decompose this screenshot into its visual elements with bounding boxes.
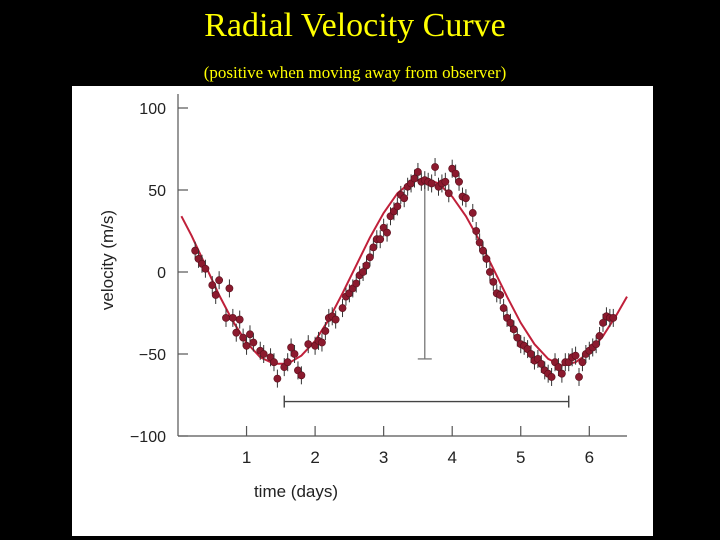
- data-point: [482, 254, 491, 263]
- data-point: [479, 246, 487, 255]
- data-point: [393, 202, 402, 211]
- data-point: [557, 369, 566, 378]
- data-point: [369, 243, 378, 252]
- x-tick-label: 5: [516, 448, 525, 467]
- data-point: [225, 284, 234, 293]
- data-point: [462, 194, 470, 203]
- data-point: [599, 318, 607, 327]
- data-point: [592, 340, 601, 349]
- data-point: [239, 333, 248, 342]
- data-point: [242, 341, 251, 350]
- data-point: [499, 304, 508, 312]
- data-point: [321, 327, 330, 335]
- data-point: [273, 374, 282, 383]
- y-tick-label: −50: [139, 347, 166, 364]
- data-point: [362, 261, 371, 270]
- y-tick-label: −100: [130, 429, 166, 446]
- x-tick-label: 6: [585, 448, 594, 467]
- data-point: [228, 314, 237, 322]
- x-tick-label: 1: [242, 448, 251, 467]
- data-point: [338, 304, 347, 312]
- data-point: [595, 332, 604, 340]
- data-point: [259, 350, 268, 358]
- data-point: [527, 350, 535, 358]
- radial-velocity-chart: 100 50 0 −50 −100 1 2 3 4 5 6 time (days) velocity (…: [98, 94, 628, 501]
- data-point: [575, 373, 583, 381]
- data-point: [304, 340, 313, 349]
- data-point: [578, 358, 587, 367]
- data-point: [383, 228, 391, 237]
- data-points-layer: [191, 158, 618, 388]
- data-point: [208, 281, 217, 290]
- y-axis-title: velocity (m/s): [98, 210, 117, 310]
- data-point: [554, 363, 563, 372]
- data-point: [475, 238, 484, 247]
- y-tick-label: 50: [148, 183, 166, 200]
- y-tick-label: 0: [157, 265, 166, 282]
- data-point: [431, 163, 439, 171]
- data-point: [297, 371, 306, 380]
- data-point: [455, 177, 463, 186]
- data-point: [506, 318, 515, 327]
- data-point: [489, 277, 498, 286]
- x-axis-title: time (days): [254, 482, 338, 501]
- x-tick-label: 4: [447, 448, 456, 467]
- chart-panel: 100 50 0 −50 −100 1 2 3 4 5 6 time (days) velocity (…: [72, 86, 653, 536]
- axes: [177, 94, 627, 437]
- data-point: [547, 373, 556, 381]
- data-point: [509, 325, 518, 334]
- data-point: [352, 279, 361, 288]
- data-point: [246, 330, 254, 339]
- data-point: [222, 314, 230, 322]
- x-tick-label: 2: [310, 448, 319, 467]
- data-point: [444, 189, 453, 198]
- data-point: [410, 174, 419, 183]
- data-point: [496, 291, 505, 299]
- data-point: [400, 194, 409, 203]
- data-point: [290, 350, 299, 358]
- data-point: [472, 227, 481, 235]
- data-point: [249, 338, 258, 347]
- x-tick-label: 3: [379, 448, 388, 467]
- data-point: [537, 359, 546, 368]
- data-point: [232, 328, 241, 337]
- y-tick-label: 100: [139, 101, 166, 118]
- data-point: [211, 291, 220, 299]
- data-point: [427, 179, 436, 188]
- data-point: [331, 315, 340, 324]
- data-point: [468, 209, 477, 217]
- axis-labels: 100 50 0 −50 −100 1 2 3 4 5 6 time (days) velocity (…: [98, 101, 594, 501]
- slide-title: Radial Velocity Curve: [204, 7, 506, 44]
- data-point: [235, 315, 244, 324]
- data-point: [451, 169, 460, 178]
- data-point: [376, 235, 385, 244]
- data-point: [366, 253, 374, 262]
- data-point: [513, 333, 522, 342]
- data-point: [414, 168, 422, 176]
- data-point: [486, 268, 494, 276]
- data-point: [571, 351, 580, 360]
- data-point: [287, 343, 296, 352]
- data-point: [215, 276, 224, 285]
- data-point: [609, 314, 618, 322]
- data-point: [283, 358, 292, 367]
- data-point: [441, 177, 450, 186]
- data-point: [191, 246, 200, 255]
- annotation-markers: [283, 178, 570, 408]
- data-point: [318, 338, 326, 347]
- data-point: [270, 358, 278, 367]
- data-point: [359, 268, 367, 276]
- data-point: [201, 264, 210, 273]
- slide-subtitle: (positive when moving away from observer…: [203, 63, 507, 82]
